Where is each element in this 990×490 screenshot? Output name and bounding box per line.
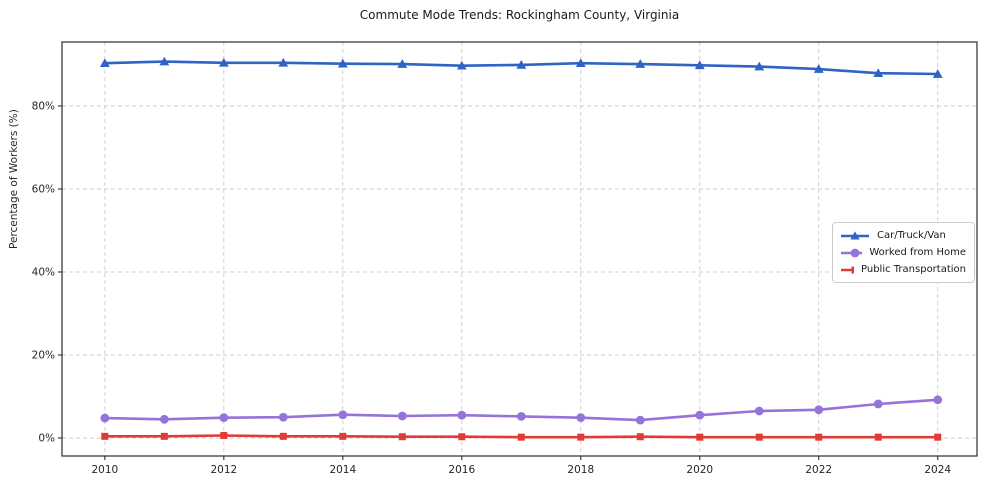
x-tick-label: 2018 [567, 464, 594, 476]
series-car-truck-van-marker [397, 59, 408, 68]
series-public-transportation-marker [398, 433, 406, 441]
series-car-truck-van-marker [575, 58, 586, 68]
x-tick-label: 2020 [686, 464, 713, 476]
legend-label: Worked from Home [869, 247, 966, 258]
series-public-transportation-marker [339, 432, 347, 440]
x-tick-label: 2024 [924, 464, 951, 476]
series-car-truck-van-marker [278, 57, 289, 67]
y-tick-label: 20% [32, 350, 55, 362]
series-car-truck-van-marker [754, 61, 765, 71]
series-public-transportation-marker [755, 433, 763, 441]
y-tick-label: 80% [32, 101, 55, 113]
series-worked-from-home-marker [159, 414, 169, 424]
series-car-truck-van-marker [218, 57, 229, 67]
series-public-transportation-marker [458, 433, 466, 441]
series-public-transportation-marker [220, 431, 228, 439]
series-public-transportation-marker [517, 433, 525, 441]
x-tick-label: 2012 [210, 464, 237, 476]
x-tick-label: 2022 [805, 464, 832, 476]
legend-triangle-swatch-icon [841, 230, 869, 239]
series-car-truck-van-marker [456, 60, 467, 70]
series-public-transportation-marker [934, 433, 942, 441]
x-tick-label: 2014 [329, 464, 356, 476]
series-car-truck-van-marker [694, 60, 705, 70]
x-tick-label: 2016 [448, 464, 475, 476]
series-worked-from-home-marker [873, 399, 883, 409]
series-worked-from-home-marker [219, 413, 229, 423]
series-worked-from-home-marker [397, 411, 407, 421]
series-car-truck-van-marker [516, 60, 527, 69]
legend-label: Public Transportation [861, 264, 966, 275]
y-tick-label: 0% [38, 433, 55, 445]
series-public-transportation-marker [636, 433, 644, 441]
series-car-truck-van-marker [813, 64, 824, 73]
legend: Car/Truck/Van Worked from Home Public Tran… [832, 222, 975, 283]
series-public-transportation-marker [577, 433, 585, 441]
series-car-truck-van-marker [337, 58, 348, 68]
series-public-transportation-marker [279, 432, 287, 440]
series-worked-from-home-marker [695, 410, 705, 420]
series-public-transportation-marker [874, 433, 882, 441]
series-worked-from-home-marker [278, 412, 288, 422]
legend-item: Worked from Home [840, 245, 966, 260]
series-worked-from-home-marker [814, 405, 824, 415]
series-public-transportation-marker [696, 433, 704, 441]
series-public-transportation-marker [101, 432, 109, 440]
series-public-transportation-marker [815, 433, 823, 441]
legend-item: Car/Truck/Van [840, 228, 966, 243]
series-car-truck-van-marker [932, 69, 943, 78]
series-worked-from-home-marker [457, 410, 467, 420]
x-tick-label: 2010 [91, 464, 118, 476]
axes-frame [61, 41, 978, 457]
legend-square-swatch-icon [841, 266, 855, 273]
series-worked-from-home-marker [933, 395, 943, 405]
series-worked-from-home-marker [100, 413, 110, 423]
legend-circle-swatch-icon [841, 248, 863, 257]
legend-label: Car/Truck/Van [877, 230, 946, 241]
series-worked-from-home-marker [576, 413, 586, 423]
chart-title: Commute Mode Trends: Rockingham County, … [359, 8, 680, 22]
series-car-truck-van-marker [635, 59, 646, 68]
series-worked-from-home-marker [516, 412, 526, 421]
legend-item: Public Transportation [840, 262, 966, 277]
y-tick-label: 40% [32, 267, 55, 279]
series-worked-from-home-marker [754, 406, 764, 416]
series-car-truck-van-marker [159, 56, 170, 66]
series-car-truck-van-marker [99, 58, 110, 68]
series-worked-from-home-marker [338, 410, 348, 420]
series-worked-from-home-marker [635, 415, 645, 425]
series-car-truck-van-marker [873, 68, 884, 78]
series-public-transportation-marker [160, 432, 168, 440]
y-tick-label: 60% [32, 184, 55, 196]
